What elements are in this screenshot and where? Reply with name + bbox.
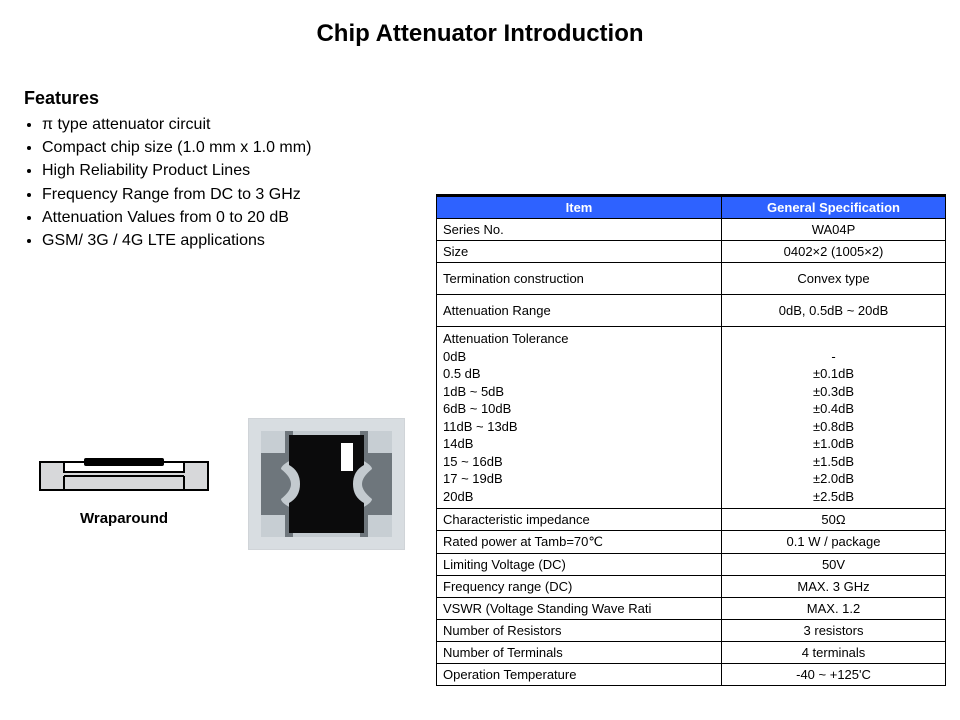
tol-label: 15 ~ 16dB — [443, 453, 715, 471]
spec-col-value: General Specification — [722, 196, 946, 219]
feature-item: GSM/ 3G / 4G LTE applications — [42, 229, 424, 252]
table-row: Termination construction Convex type — [437, 263, 946, 295]
tol-label: 11dB ~ 13dB — [443, 418, 715, 436]
spec-value-tolerance: - ±0.1dB ±0.3dB ±0.4dB ±0.8dB ±1.0dB ±1.… — [722, 327, 946, 509]
page-title: Chip Attenuator Introduction — [0, 20, 960, 48]
tol-label: 1dB ~ 5dB — [443, 383, 715, 401]
spec-item: Number of Resistors — [437, 620, 722, 642]
features-heading: Features — [24, 88, 424, 109]
spec-value: 3 resistors — [722, 620, 946, 642]
feature-item: π type attenuator circuit — [42, 113, 424, 136]
tol-value: ±0.3dB — [728, 383, 939, 401]
tol-label: 17 ~ 19dB — [443, 470, 715, 488]
tol-value: ±0.4dB — [728, 400, 939, 418]
spec-item: Limiting Voltage (DC) — [437, 554, 722, 576]
table-row: VSWR (Voltage Standing Wave Rati MAX. 1.… — [437, 598, 946, 620]
spec-col-item: Item — [437, 196, 722, 219]
spec-item: VSWR (Voltage Standing Wave Rati — [437, 598, 722, 620]
tolerance-heading: Attenuation Tolerance — [443, 330, 715, 348]
tol-value: ±1.5dB — [728, 453, 939, 471]
spec-value: 0.1 W / package — [722, 531, 946, 554]
tol-label: 14dB — [443, 435, 715, 453]
spec-value: WA04P — [722, 219, 946, 241]
spec-item: Number of Terminals — [437, 642, 722, 664]
feature-item: High Reliability Product Lines — [42, 159, 424, 182]
wraparound-diagram: Wraparound — [34, 448, 214, 527]
table-row-tolerance: Attenuation Tolerance 0dB 0.5 dB 1dB ~ 5… — [437, 327, 946, 509]
wraparound-svg — [34, 448, 214, 508]
table-row: Series No. WA04P — [437, 219, 946, 241]
spec-item: Rated power at Tamb=70℃ — [437, 531, 722, 554]
tol-label: 0.5 dB — [443, 365, 715, 383]
spec-value: MAX. 1.2 — [722, 598, 946, 620]
spec-item: Size — [437, 241, 722, 263]
features-list: π type attenuator circuit Compact chip s… — [24, 113, 424, 252]
tol-value: - — [728, 348, 939, 366]
spec-value: -40 ~ +125'C — [722, 664, 946, 686]
tol-value: ±2.5dB — [728, 488, 939, 506]
tol-value: ±1.0dB — [728, 435, 939, 453]
spec-item: Attenuation Range — [437, 295, 722, 327]
spec-item-tolerance: Attenuation Tolerance 0dB 0.5 dB 1dB ~ 5… — [437, 327, 722, 509]
table-row: Number of Resistors 3 resistors — [437, 620, 946, 642]
spec-item: Operation Temperature — [437, 664, 722, 686]
feature-item: Compact chip size (1.0 mm x 1.0 mm) — [42, 136, 424, 159]
spec-item: Series No. — [437, 219, 722, 241]
feature-item: Attenuation Values from 0 to 20 dB — [42, 206, 424, 229]
spec-item: Characteristic impedance — [437, 509, 722, 531]
tol-value: ±0.1dB — [728, 365, 939, 383]
spec-value: 50V — [722, 554, 946, 576]
wraparound-label: Wraparound — [34, 510, 214, 527]
spec-table-el: Item General Specification Series No. WA… — [436, 194, 946, 686]
spec-item: Termination construction — [437, 263, 722, 295]
tol-value: ±2.0dB — [728, 470, 939, 488]
spec-value: MAX. 3 GHz — [722, 576, 946, 598]
spec-value: 0dB, 0.5dB ~ 20dB — [722, 295, 946, 327]
chip-photo-svg — [249, 419, 404, 549]
table-row: Attenuation Range 0dB, 0.5dB ~ 20dB — [437, 295, 946, 327]
spec-value: 50Ω — [722, 509, 946, 531]
chip-photo — [248, 418, 405, 550]
features-block: Features π type attenuator circuit Compa… — [24, 88, 424, 252]
spec-value: Convex type — [722, 263, 946, 295]
spec-value: 0402×2 (1005×2) — [722, 241, 946, 263]
spec-table: Item General Specification Series No. WA… — [436, 194, 946, 686]
table-row: Operation Temperature -40 ~ +125'C — [437, 664, 946, 686]
tol-value: ±0.8dB — [728, 418, 939, 436]
table-row: Frequency range (DC) MAX. 3 GHz — [437, 576, 946, 598]
table-row: Limiting Voltage (DC) 50V — [437, 554, 946, 576]
spec-item: Frequency range (DC) — [437, 576, 722, 598]
tol-label: 0dB — [443, 348, 715, 366]
feature-item: Frequency Range from DC to 3 GHz — [42, 183, 424, 206]
spec-value: 4 terminals — [722, 642, 946, 664]
tol-label: 20dB — [443, 488, 715, 506]
page: Chip Attenuator Introduction Features π … — [0, 0, 960, 720]
table-row: Characteristic impedance 50Ω — [437, 509, 946, 531]
table-row: Size 0402×2 (1005×2) — [437, 241, 946, 263]
tol-label: 6dB ~ 10dB — [443, 400, 715, 418]
table-row: Number of Terminals 4 terminals — [437, 642, 946, 664]
table-row: Rated power at Tamb=70℃ 0.1 W / package — [437, 531, 946, 554]
